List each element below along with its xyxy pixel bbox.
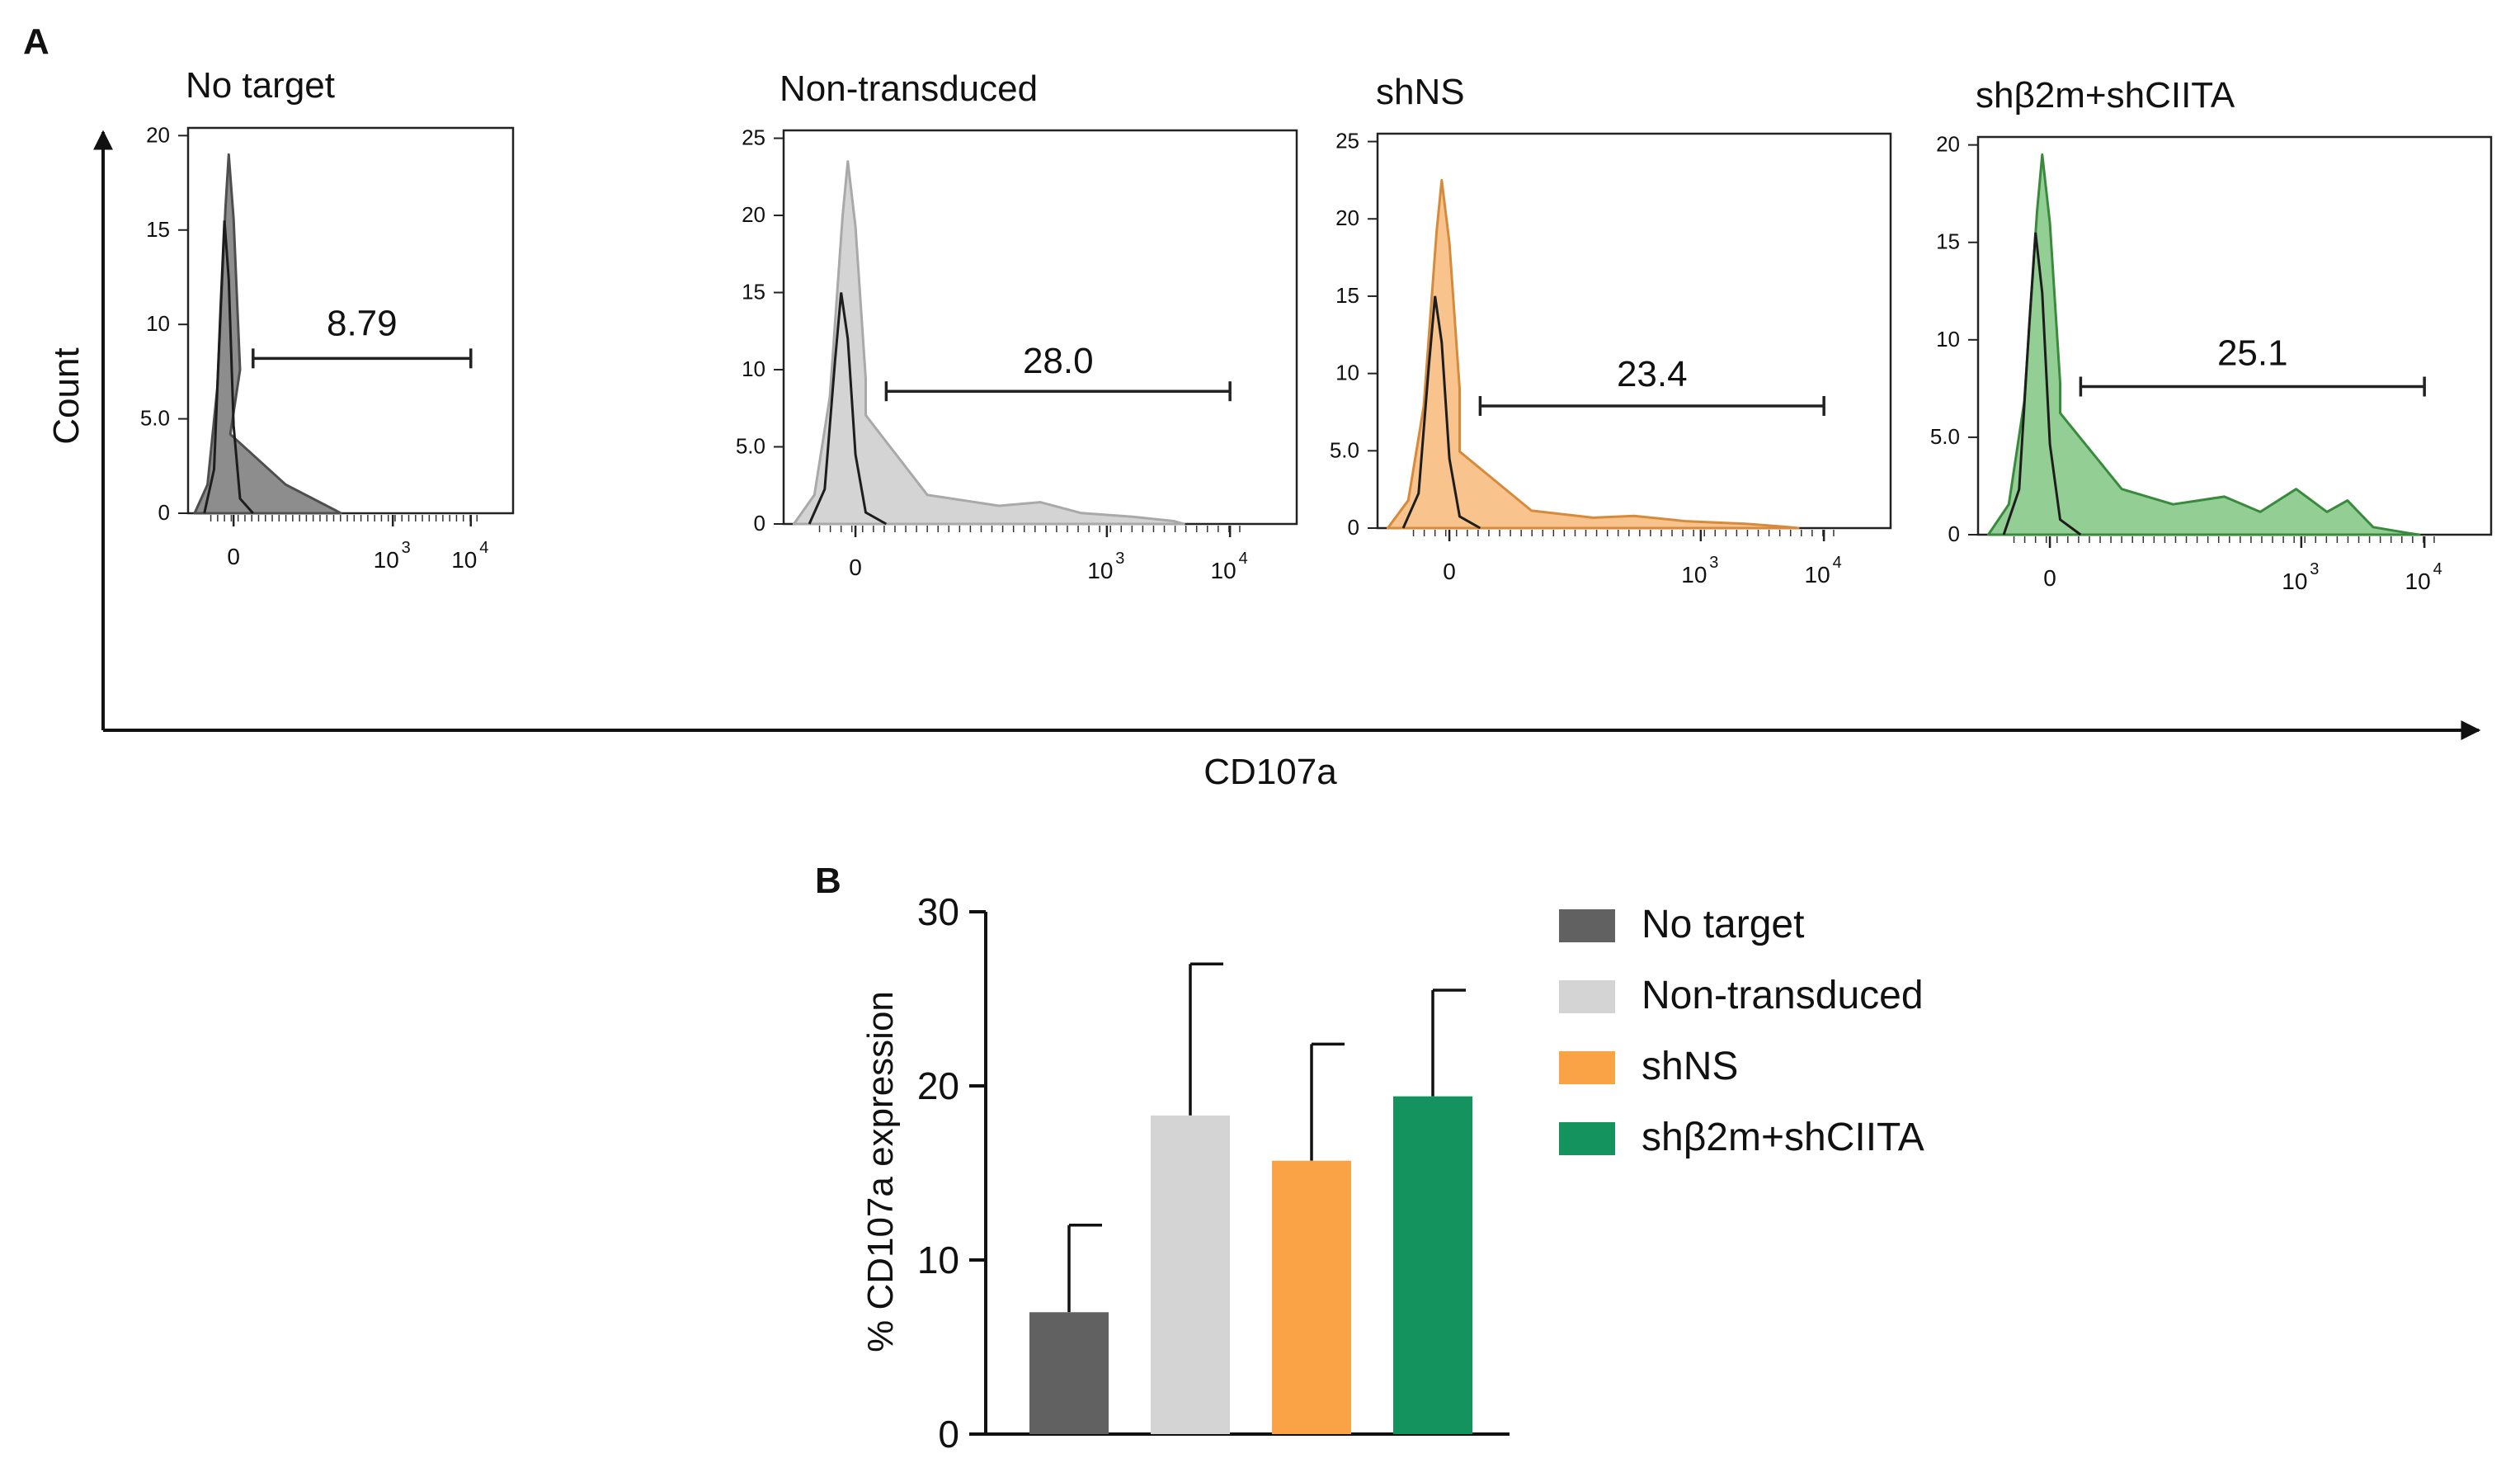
histogram-title: Non-transduced <box>780 68 1038 109</box>
x-tick-exponent-4: 4 <box>1833 554 1842 572</box>
bar-y-tick-label: 10 <box>917 1239 959 1281</box>
x-tick-label-10: 10 <box>2405 569 2431 594</box>
y-tick-label: 10 <box>146 311 170 336</box>
y-tick-label: 0 <box>1348 515 1359 540</box>
x-tick-exponent-3: 3 <box>1115 550 1124 568</box>
y-tick-label: 20 <box>742 202 765 227</box>
gate-percent-label: 23.4 <box>1617 354 1688 394</box>
histogram-frame <box>186 126 515 515</box>
sample-histogram <box>792 160 1185 526</box>
y-tick-label: 15 <box>1936 229 1960 254</box>
control-histogram-line <box>203 220 254 514</box>
bar <box>1393 1096 1472 1434</box>
bar-y-tick-label: 0 <box>938 1413 959 1456</box>
y-tick-label: 20 <box>1936 132 1960 157</box>
gate-percent-label: 28.0 <box>1023 341 1094 381</box>
legend-label-shb2m-shciita: shβ2m+shCIITA <box>1642 1116 1924 1159</box>
gate-percent-label: 8.79 <box>327 303 398 343</box>
gate-percent-label: 25.1 <box>2217 333 2288 374</box>
x-tick-label-10: 10 <box>451 547 477 573</box>
x-tick-exponent-3: 3 <box>402 539 411 557</box>
bar-chart: % CD107a expression 0 10 20 30 <box>860 890 1510 1456</box>
x-tick-label-10: 10 <box>1211 558 1236 583</box>
x-tick-label-10: 10 <box>1681 562 1707 587</box>
cd107a-axis-label: CD107a <box>1203 752 1337 792</box>
x-tick-label-10: 10 <box>1805 562 1830 587</box>
y-tick-label: 5.0 <box>140 406 170 431</box>
legend-label-no-target: No target <box>1642 903 1804 946</box>
y-tick-label: 0 <box>1948 521 1960 546</box>
legend-label-non-transduced: Non-transduced <box>1642 974 1924 1017</box>
control-histogram-line <box>808 292 888 526</box>
x-tick-label-0: 0 <box>1443 559 1456 584</box>
x-tick-exponent-4: 4 <box>2433 560 2442 578</box>
control-histogram-line <box>2002 232 2082 536</box>
x-tick-exponent-3: 3 <box>1709 554 1718 572</box>
bar-y-tick-label: 20 <box>917 1064 959 1107</box>
histogram-title: shNS <box>1376 72 1465 112</box>
x-tick-label-0: 0 <box>849 554 862 580</box>
y-tick-label: 10 <box>1936 327 1960 352</box>
x-tick-label-10: 10 <box>374 547 399 573</box>
count-axis-label: Count <box>46 347 87 444</box>
legend-swatch <box>1559 909 1615 942</box>
bar-y-tick-label: 30 <box>917 890 959 933</box>
y-tick-label: 0 <box>754 511 765 536</box>
bar-y-axis-label: % CD107a expression <box>860 991 901 1352</box>
y-tick-label: 10 <box>1335 361 1359 385</box>
x-tick-label-10: 10 <box>1087 558 1113 583</box>
panel-b-label: B <box>815 861 841 901</box>
bar <box>1151 1115 1230 1434</box>
y-tick-label: 15 <box>1335 283 1359 308</box>
y-tick-label: 5.0 <box>736 434 765 459</box>
y-tick-label: 5.0 <box>1330 437 1359 462</box>
y-tick-label: 25 <box>1335 129 1359 153</box>
legend-swatch <box>1559 1051 1615 1084</box>
legend-label-shns: shNS <box>1642 1045 1738 1088</box>
x-tick-exponent-3: 3 <box>2310 560 2319 578</box>
bar <box>1029 1312 1109 1434</box>
histogram-title: No target <box>186 65 335 106</box>
bar-legend: No target Non-transduced shNS shβ2m+shCI… <box>1559 903 1924 1159</box>
x-tick-label-10: 10 <box>2282 569 2307 594</box>
panel-a-label: A <box>23 21 49 62</box>
bar <box>1272 1160 1351 1434</box>
y-tick-label: 10 <box>742 356 765 381</box>
y-tick-label: 25 <box>742 125 765 150</box>
legend-swatch <box>1559 980 1615 1013</box>
y-tick-label: 20 <box>146 122 170 147</box>
y-tick-label: 0 <box>158 500 170 525</box>
y-tick-label: 15 <box>742 280 765 304</box>
y-tick-label: 5.0 <box>1930 424 1960 449</box>
x-tick-label-0: 0 <box>227 544 240 569</box>
y-tick-label: 15 <box>146 217 170 242</box>
sample-histogram <box>1986 153 2421 536</box>
sample-histogram <box>193 153 342 515</box>
x-tick-exponent-4: 4 <box>479 539 488 557</box>
y-tick-label: 20 <box>1335 205 1359 230</box>
sample-histogram <box>1386 178 1800 530</box>
x-tick-exponent-4: 4 <box>1239 550 1248 568</box>
control-histogram-line <box>1401 295 1481 530</box>
legend-swatch <box>1559 1122 1615 1155</box>
x-tick-label-0: 0 <box>2043 565 2056 591</box>
histogram-title: shβ2m+shCIITA <box>1976 75 2235 116</box>
